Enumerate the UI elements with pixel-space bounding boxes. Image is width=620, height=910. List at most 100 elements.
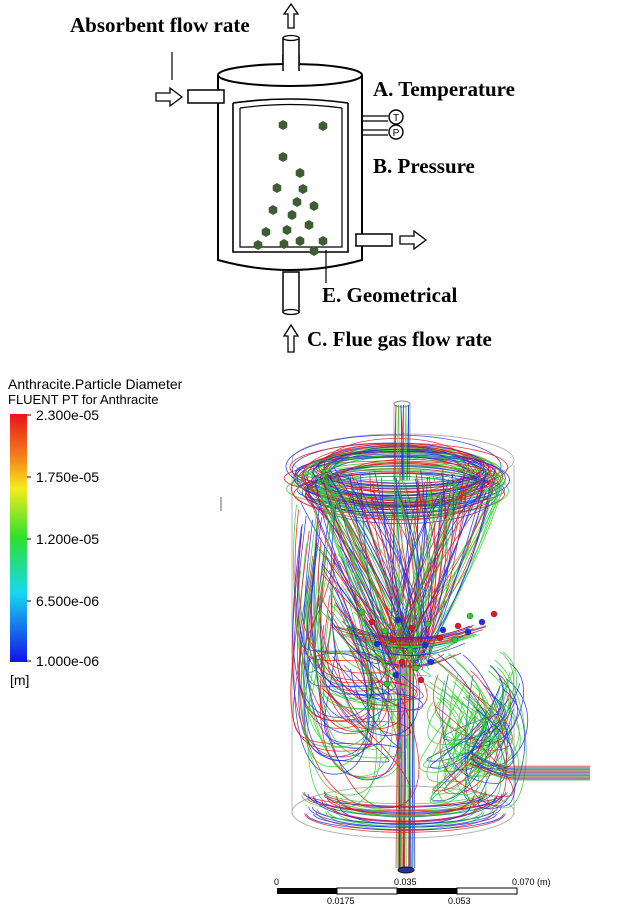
particle-hexagon [298, 184, 308, 194]
particle-sphere [381, 627, 389, 635]
pathline [454, 662, 524, 771]
pathline [301, 794, 509, 816]
particle-sphere [421, 641, 429, 649]
particle-sphere [368, 618, 376, 626]
pathline [290, 615, 372, 752]
scale-label: 0.035 [394, 877, 417, 887]
particle-sphere [373, 640, 381, 648]
reactor-schematic: Absorbent flow rate T P A. Te [70, 2, 515, 353]
particle-hexagon [272, 183, 282, 193]
scale-label: 0.053 [448, 896, 471, 906]
absorbent-flow-label: Absorbent flow rate [70, 13, 250, 37]
pathline [437, 688, 479, 807]
particle-sphere [439, 626, 447, 634]
scale-label: 0 [274, 877, 279, 887]
pathline [416, 474, 454, 641]
pathline [337, 497, 410, 656]
pathline [330, 504, 420, 736]
pathline [418, 696, 463, 773]
outlet-right-arrow-icon [399, 229, 428, 251]
pathline [469, 752, 590, 773]
pathline [469, 764, 590, 781]
scale-seg-4 [456, 887, 518, 895]
legend-tick: 1.000e-06 [36, 653, 99, 669]
scale-seg-3 [397, 888, 457, 894]
pathline [299, 575, 380, 664]
pathline [323, 790, 487, 805]
particle-hexagon [304, 220, 314, 230]
flue-gas-up-arrow-icon [282, 323, 300, 353]
pathline [327, 810, 483, 827]
pathline [471, 697, 513, 751]
pathline [334, 464, 482, 500]
pathline [411, 659, 414, 869]
inlet-right-arrow-icon [155, 86, 184, 108]
particle-sphere [466, 612, 474, 620]
legend-tick: 6.500e-06 [36, 593, 99, 609]
pathline [364, 654, 456, 668]
pathline [298, 555, 373, 722]
pathline [430, 706, 491, 802]
pathline [408, 659, 412, 869]
particle-sphere [478, 618, 486, 626]
geometrical-label: E. Geometrical [322, 283, 457, 307]
pathline [302, 448, 504, 506]
pathline [323, 792, 487, 807]
pathline [303, 517, 375, 762]
legend-subtitle: FLUENT PT for Anthracite [8, 392, 159, 407]
pathline [322, 448, 491, 493]
pathline [334, 803, 476, 817]
flue-gas-label: C. Flue gas flow rate [307, 327, 492, 351]
pathline-group [283, 404, 590, 869]
scale-label: 0.0175 [327, 896, 355, 906]
pathline [440, 695, 488, 764]
pathline [403, 404, 407, 481]
pathline [313, 505, 401, 781]
side-outlet-pipe [355, 233, 393, 247]
pathline [320, 625, 424, 711]
pathline [315, 471, 394, 642]
pathline [306, 813, 504, 831]
pathline [294, 450, 506, 506]
particle-sphere [398, 658, 406, 666]
particle-hexagon [295, 236, 305, 246]
absorbent-inlet-pipe [187, 89, 225, 104]
pathline [340, 797, 470, 811]
pathline [322, 478, 389, 659]
particle-sphere [389, 636, 397, 644]
pathline [444, 693, 486, 796]
scale-seg-2 [336, 887, 398, 895]
particle-sphere [406, 646, 414, 654]
pathline [390, 495, 459, 652]
pathline [323, 438, 470, 494]
particle-sphere [408, 624, 416, 632]
pathline [449, 651, 517, 755]
legend-colorbar [10, 414, 27, 662]
pathline [312, 807, 498, 825]
pathline [434, 705, 514, 798]
pathline [413, 659, 416, 869]
outlet-up-arrow-icon [282, 2, 300, 29]
particle-sphere-group [358, 608, 498, 688]
pathline [404, 499, 429, 641]
gauge-p-label: P [393, 128, 400, 139]
legend-title: Anthracite.Particle Diameter [8, 376, 183, 392]
pathline [339, 805, 471, 826]
pathline [292, 640, 372, 746]
pathline [297, 570, 399, 710]
pathline [427, 487, 467, 644]
pathline [427, 675, 469, 746]
scale-bar: 0 0.035 0.070 (m) 0.0175 0.053 [274, 877, 551, 906]
particle-hexagon [287, 210, 297, 220]
pathline [304, 812, 506, 833]
particle-hexagon [318, 236, 328, 246]
pathline [396, 470, 426, 646]
pathline [469, 757, 590, 774]
pathline [321, 800, 489, 822]
particle-hexagon [278, 120, 288, 130]
legend-tick: 2.300e-05 [36, 407, 99, 423]
pathline [396, 404, 399, 481]
pathline [293, 515, 369, 775]
particle-sphere [383, 680, 391, 688]
